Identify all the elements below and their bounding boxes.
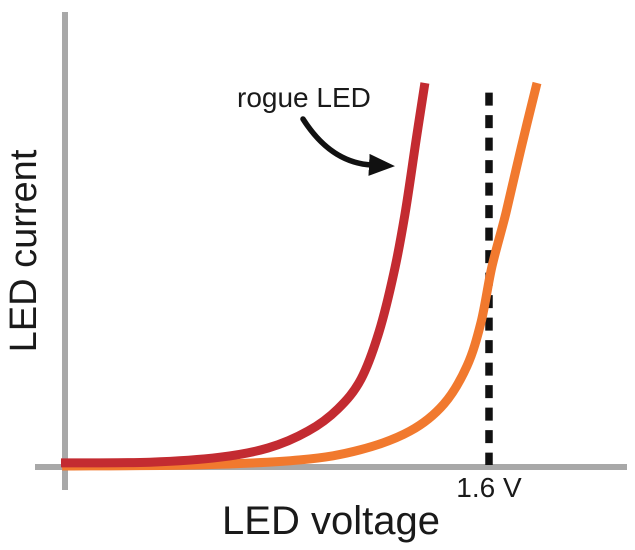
rogue-led-curve <box>60 82 430 468</box>
x-axis-label: LED voltage <box>222 499 440 543</box>
led-curve <box>62 81 542 471</box>
threshold-voltage-label: 1.6 V <box>456 472 522 503</box>
rogue-led-annotation-arrow <box>300 116 395 176</box>
y-axis-label: LED current <box>3 149 45 353</box>
rogue-led-annotation: rogue LED <box>237 82 371 113</box>
